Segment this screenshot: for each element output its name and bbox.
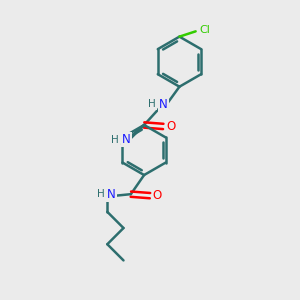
Text: Cl: Cl xyxy=(199,25,210,35)
Text: O: O xyxy=(166,120,175,133)
Text: H: H xyxy=(148,99,156,110)
Text: N: N xyxy=(159,98,168,111)
Text: N: N xyxy=(122,133,131,146)
Text: H: H xyxy=(111,135,119,145)
Text: H: H xyxy=(97,189,104,199)
Text: O: O xyxy=(153,189,162,202)
Text: N: N xyxy=(107,188,116,201)
